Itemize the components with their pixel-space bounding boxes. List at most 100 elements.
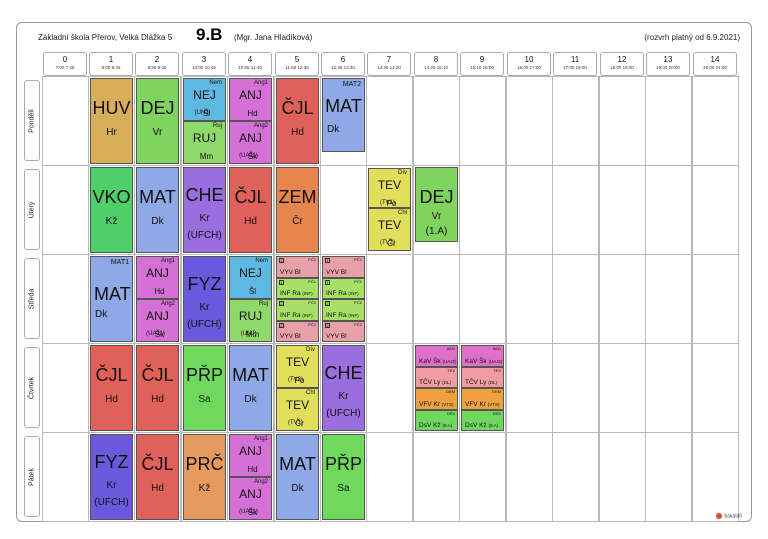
lesson-tue_tev1[interactable]: Dív TEV Po (TV1) <box>368 168 411 208</box>
teacher-abbr: Kž <box>105 216 118 227</box>
lesson-tue_mat[interactable]: MAT Dk <box>136 167 179 253</box>
lesson-tue_che[interactable]: CHE Kr (UFCH) <box>183 167 226 253</box>
subject-abbr: MAT <box>279 454 316 474</box>
teacher-abbr: Kr <box>199 302 210 313</box>
lesson-fri_fyz[interactable]: FYZ Kr (UFCH) <box>90 434 133 520</box>
lesson-wed5_b[interactable]: 1 PČ1 INF Ra (INF) <box>276 277 319 299</box>
lesson-wed_fyz[interactable]: FYZ Kr (UFCH) <box>183 256 226 342</box>
lesson-thu9_d[interactable]: DSV DsV Kž (8.A) <box>461 409 504 431</box>
subject-abbr: TEV <box>377 218 402 232</box>
lesson-wed5_a[interactable]: 1 PČ1 VYV Bl <box>276 256 319 278</box>
lesson-tue_dej[interactable]: DEJ Vr (1.A) <box>415 167 458 242</box>
period-header-2: 2 8:55 9:40 <box>135 52 179 76</box>
lesson-mon_cjl[interactable]: ČJL Hd <box>276 78 319 164</box>
lesson-thu8_b[interactable]: TEV TČV Ly (DL) <box>415 366 458 388</box>
lesson-wed_anj2[interactable]: Ang2 ANJ Šk (UAJ1) <box>136 299 179 342</box>
lesson-thu_mat[interactable]: MAT Dk <box>229 345 272 431</box>
lesson-thu9_a[interactable]: AED KaV Šk (UAJ2) <box>461 345 504 367</box>
lesson-thu8_d[interactable]: DSV DsV Kž (8.A) <box>415 409 458 431</box>
lesson-fri_mat[interactable]: MAT Dk <box>276 434 319 520</box>
lesson-fri_cjl[interactable]: ČJL Hd <box>136 434 179 520</box>
lesson-fri_anj2[interactable]: Ang2 ANJ Šk (UAJ1) <box>229 477 272 520</box>
day-label: Středa <box>28 288 36 309</box>
teacher-abbr: Dk <box>151 216 164 227</box>
subject-abbr: MAT <box>94 284 131 304</box>
period-time: 11:50 12:35 <box>285 65 309 70</box>
period-number: 10 <box>524 55 534 64</box>
lesson-wed5_d[interactable]: 2 PČ2 VYV Bl <box>276 320 319 342</box>
subject-teacher: VYV Bl <box>280 333 301 340</box>
lesson-tue_vko[interactable]: VKO Kž <box>90 167 133 253</box>
grid-cell <box>599 76 646 166</box>
lesson-wed5_c[interactable]: 2 PČ2 INF Ra (INF) <box>276 299 319 321</box>
period-number: 3 <box>201 55 207 64</box>
lesson-mon_huv[interactable]: HUV Hr <box>90 78 133 164</box>
subject-abbr: ČJL <box>234 187 267 207</box>
lesson-thu_prp[interactable]: PŘP Sa <box>183 345 226 431</box>
group-label: PČ1 <box>308 278 316 284</box>
lesson-fri_prc[interactable]: PRČ Kž <box>183 434 226 520</box>
lesson-fri_anj1[interactable]: Ang1 ANJ Hd <box>229 434 272 477</box>
teacher-abbr: Kž <box>198 483 211 494</box>
subject-abbr: NEJ <box>193 88 216 102</box>
lesson-thu_cjl2[interactable]: ČJL Hd <box>136 345 179 431</box>
teacher-abbr: Mm <box>245 330 260 339</box>
lesson-wed6_a[interactable]: 1 PČ1 VYV Bl <box>322 256 365 278</box>
lesson-wed_mat[interactable]: MAT1 MAT Dk <box>90 256 133 342</box>
lesson-mon_ruj[interactable]: Ruj RUJ Mm <box>183 121 226 164</box>
teacher-abbr: Šl <box>202 109 211 118</box>
lesson-thu_tev1[interactable]: Dív TEV Po (TV2) <box>276 345 319 388</box>
subject-abbr: TEV <box>285 398 310 412</box>
lesson-tue_tev2[interactable]: Chl TEV Čr (TV2) <box>368 208 411 251</box>
lesson-thu8_c[interactable]: DEM VFV Kr (VTS) <box>415 388 458 410</box>
subject-teacher: VYV Bl <box>326 268 347 276</box>
group-number-box: 1 <box>325 279 330 285</box>
period-number: 4 <box>247 55 253 64</box>
lesson-wed6_c[interactable]: 2 PČ2 INF Ra (INF) <box>322 299 365 321</box>
lesson-wed6_b[interactable]: 1 PČ1 INF Ra (INF) <box>322 277 365 299</box>
lesson-thu9_c[interactable]: DEM VFV Kr (VTS) <box>461 388 504 410</box>
subject-abbr: CHE <box>185 185 224 205</box>
subject-abbr: NEJ <box>239 266 262 280</box>
lesson-thu8_a[interactable]: AED KaV Šk (UAJ2) <box>415 345 458 367</box>
lesson-thu_tev2[interactable]: Chl TEV Čr (TV1) <box>276 388 319 431</box>
teacher-abbr: Mm <box>199 152 214 161</box>
lesson-wed6_d[interactable]: 2 PČ2 VYV Bl <box>322 320 365 342</box>
lesson-mon_nej[interactable]: Nem NEJ Šl (UNJ) <box>183 78 226 121</box>
lesson-line: VYV Bl <box>326 333 347 340</box>
period-header-0: 0 7:00 7:45 <box>43 52 87 76</box>
period-number: 11 <box>570 55 580 64</box>
lesson-tue_cjl[interactable]: ČJL Hd <box>229 167 272 253</box>
logo-text: bakaláři <box>724 513 742 519</box>
teacher-abbr: Čr <box>295 419 304 428</box>
group-label: Chl <box>305 390 315 396</box>
lesson-tue_zem[interactable]: ZEM Čr <box>276 167 319 253</box>
grid-cell <box>599 165 646 255</box>
lesson-mon_anj2[interactable]: Ang2 ANJ Šk (UAJ1) <box>229 121 272 164</box>
grid-cell <box>645 254 692 344</box>
period-time: 18:00 19:00 <box>610 65 634 70</box>
lesson-wed_nej[interactable]: Nem NEJ Šl <box>229 256 272 299</box>
subject-teacher: DsV Kž <box>465 422 487 429</box>
group-number-box: 1 <box>279 258 284 263</box>
room-label: (DL) <box>442 380 451 385</box>
lesson-wed_anj1[interactable]: Ang1 ANJ Hd <box>136 256 179 299</box>
group-number-box: 2 <box>279 322 284 328</box>
teacher-abbr: Hr <box>106 127 117 138</box>
day-label: Čtvrtek <box>28 376 36 399</box>
room-label: (UAJ1) <box>239 509 258 515</box>
lesson-wed_ruj[interactable]: Ruj RUJ Mm (UNJ) <box>229 299 272 342</box>
lesson-mon_dej[interactable]: DEJ Vr <box>136 78 179 164</box>
lesson-thu_che[interactable]: CHE Kr (UFCH) <box>322 345 365 431</box>
grid-cell <box>692 76 739 166</box>
subject-teacher: INF Ra <box>280 311 301 319</box>
lesson-line: VFV Kr (VTS) <box>419 401 454 408</box>
group-label: AED <box>446 346 455 351</box>
lesson-line: KaV Šk (UAJ2) <box>465 358 503 365</box>
lesson-fri_prp[interactable]: PŘP Sa <box>322 434 365 520</box>
lesson-mon_anj1[interactable]: Ang1 ANJ Hd <box>229 78 272 121</box>
lesson-thu_cjl1[interactable]: ČJL Hd <box>90 345 133 431</box>
lesson-thu9_b[interactable]: TEV TČV Ly (DL) <box>461 366 504 388</box>
group-label: TEV <box>447 367 455 373</box>
lesson-mon_mat[interactable]: MAT2 MAT Dk <box>322 78 365 152</box>
